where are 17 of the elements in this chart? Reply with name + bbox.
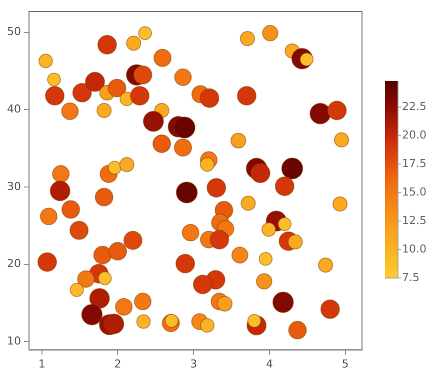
color-bar-label: 15.0	[402, 185, 426, 198]
color-bar-label: 10.0	[402, 242, 426, 256]
x-tick-label: 5	[342, 357, 349, 370]
y-tick-label: 50	[6, 25, 21, 38]
color-bar-label: 12.5	[402, 214, 426, 227]
y-tick-label: 40	[6, 102, 21, 116]
x-tick-label: 1	[38, 357, 46, 370]
y-tick-label: 20	[6, 257, 21, 270]
color-bar-label: 22.5	[402, 100, 426, 114]
y-tick-label: 30	[6, 180, 21, 193]
x-tick-label: 4	[266, 357, 273, 370]
color-bar-label: 17.5	[402, 156, 426, 170]
x-tick-label: 3	[190, 357, 198, 370]
x-tick-label: 2	[114, 357, 122, 370]
y-tick-label: 10	[6, 334, 21, 348]
color-bar-label: 7.5	[402, 270, 420, 284]
color-bar-label: 20.0	[402, 128, 426, 142]
